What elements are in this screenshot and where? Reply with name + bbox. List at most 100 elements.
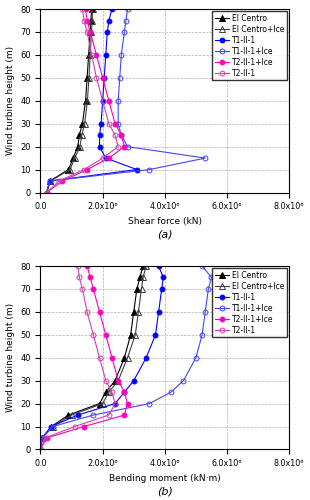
T2-II-1 bbox=[73, 424, 77, 430]
T1-II-1+Ice bbox=[203, 155, 207, 161]
T2-II-1+Ice bbox=[122, 144, 126, 150]
T2-II-1+Ice bbox=[95, 52, 98, 58]
T1-II-1+Ice bbox=[118, 75, 122, 81]
T2-II-1+Ice bbox=[85, 18, 89, 24]
T1-II-1 bbox=[162, 274, 165, 280]
El Centro bbox=[81, 120, 84, 126]
T1-II-1+Ice bbox=[91, 412, 95, 418]
El Centro bbox=[138, 274, 142, 280]
T2-II-1+Ice bbox=[91, 286, 95, 292]
T2-II-1 bbox=[98, 354, 101, 360]
El Centro bbox=[84, 98, 87, 104]
El Centro+Ice bbox=[45, 190, 49, 196]
El Centro bbox=[76, 144, 80, 150]
T2-II-1+Ice bbox=[88, 29, 92, 35]
El Centro+Ice bbox=[140, 286, 143, 292]
El Centro bbox=[89, 18, 93, 24]
T2-II-1+Ice bbox=[85, 263, 89, 269]
T2-II-1+Ice bbox=[60, 178, 64, 184]
T2-II-1 bbox=[95, 75, 98, 81]
El Centro+Ice bbox=[88, 52, 92, 58]
El Centro+Ice bbox=[90, 29, 93, 35]
T1-II-1+Ice bbox=[210, 274, 213, 280]
T1-II-1 bbox=[132, 378, 135, 384]
T2-II-1 bbox=[81, 6, 84, 12]
T1-II-1+Ice bbox=[206, 286, 210, 292]
Y-axis label: Wind turbine height (m): Wind turbine height (m) bbox=[6, 46, 15, 156]
El Centro bbox=[45, 190, 49, 196]
T1-II-1 bbox=[40, 435, 44, 441]
El Centro+Ice bbox=[80, 132, 84, 138]
T2-II-1 bbox=[90, 52, 94, 58]
T2-II-1+Ice bbox=[39, 446, 42, 452]
T2-II-1 bbox=[101, 155, 104, 161]
T2-II-1+Ice bbox=[116, 378, 120, 384]
T2-II-1 bbox=[113, 400, 117, 406]
El Centro bbox=[132, 309, 135, 315]
T2-II-1 bbox=[85, 309, 89, 315]
El Centro+Ice bbox=[73, 155, 77, 161]
Line: El Centro+Ice: El Centro+Ice bbox=[44, 6, 95, 196]
T1-II-1 bbox=[104, 52, 108, 58]
T1-II-1+Ice bbox=[126, 6, 129, 12]
T2-II-1 bbox=[101, 98, 104, 104]
T1-II-1 bbox=[98, 132, 101, 138]
El Centro+Ice bbox=[126, 354, 129, 360]
T2-II-1 bbox=[107, 412, 111, 418]
T1-II-1+Ice bbox=[126, 144, 129, 150]
El Centro+Ice bbox=[70, 412, 73, 418]
T2-II-1+Ice bbox=[122, 389, 126, 395]
T2-II-1 bbox=[43, 435, 47, 441]
El Centro bbox=[135, 286, 139, 292]
El Centro+Ice bbox=[87, 75, 91, 81]
T2-II-1+Ice bbox=[119, 132, 123, 138]
Text: (a): (a) bbox=[157, 229, 173, 239]
T2-II-1+Ice bbox=[85, 166, 89, 172]
T1-II-1+Ice bbox=[39, 446, 42, 452]
Legend: El Centro, El Centro+Ice, T1-II-1, T1-II-1+Ice, T2-II-1+Ice, T2-II-1: El Centro, El Centro+Ice, T1-II-1, T1-II… bbox=[212, 268, 287, 337]
El Centro bbox=[78, 132, 81, 138]
T1-II-1 bbox=[110, 6, 114, 12]
T1-II-1+Ice bbox=[194, 354, 198, 360]
El Centro+Ice bbox=[49, 178, 52, 184]
El Centro+Ice bbox=[144, 263, 148, 269]
El Centro+Ice bbox=[51, 424, 55, 430]
T1-II-1+Ice bbox=[124, 18, 128, 24]
El Centro bbox=[67, 166, 70, 172]
Text: (b): (b) bbox=[157, 486, 173, 496]
Line: T2-II-1+Ice: T2-II-1+Ice bbox=[44, 6, 127, 195]
T1-II-1+Ice bbox=[51, 424, 55, 430]
T1-II-1+Ice bbox=[45, 190, 49, 196]
El Centro bbox=[39, 446, 42, 452]
Line: T2-II-1: T2-II-1 bbox=[38, 264, 117, 452]
T1-II-1 bbox=[144, 354, 148, 360]
T1-II-1+Ice bbox=[200, 332, 204, 338]
T2-II-1+Ice bbox=[110, 354, 114, 360]
El Centro+Ice bbox=[116, 378, 120, 384]
T2-II-1+Ice bbox=[88, 274, 92, 280]
T2-II-1+Ice bbox=[84, 6, 87, 12]
T1-II-1 bbox=[98, 144, 101, 150]
El Centro bbox=[104, 389, 108, 395]
T2-II-1+Ice bbox=[82, 424, 86, 430]
T1-II-1 bbox=[50, 424, 53, 430]
X-axis label: Shear force (kN): Shear force (kN) bbox=[128, 217, 202, 226]
T1-II-1 bbox=[107, 18, 111, 24]
El Centro bbox=[90, 6, 94, 12]
El Centro+Ice bbox=[91, 6, 95, 12]
T2-II-1+Ice bbox=[113, 120, 117, 126]
T2-II-1 bbox=[39, 446, 42, 452]
T1-II-1+Ice bbox=[116, 120, 120, 126]
T2-II-1 bbox=[85, 29, 89, 35]
Line: T1-II-1+Ice: T1-II-1+Ice bbox=[38, 264, 214, 452]
T1-II-1 bbox=[102, 75, 106, 81]
T1-II-1+Ice bbox=[116, 98, 120, 104]
T1-II-1 bbox=[105, 29, 109, 35]
Line: T1-II-1: T1-II-1 bbox=[44, 6, 139, 195]
El Centro+Ice bbox=[39, 446, 42, 452]
T1-II-1 bbox=[48, 178, 52, 184]
T1-II-1+Ice bbox=[119, 132, 123, 138]
T1-II-1 bbox=[76, 412, 80, 418]
El Centro+Ice bbox=[141, 274, 145, 280]
Line: T1-II-1+Ice: T1-II-1+Ice bbox=[44, 6, 208, 195]
